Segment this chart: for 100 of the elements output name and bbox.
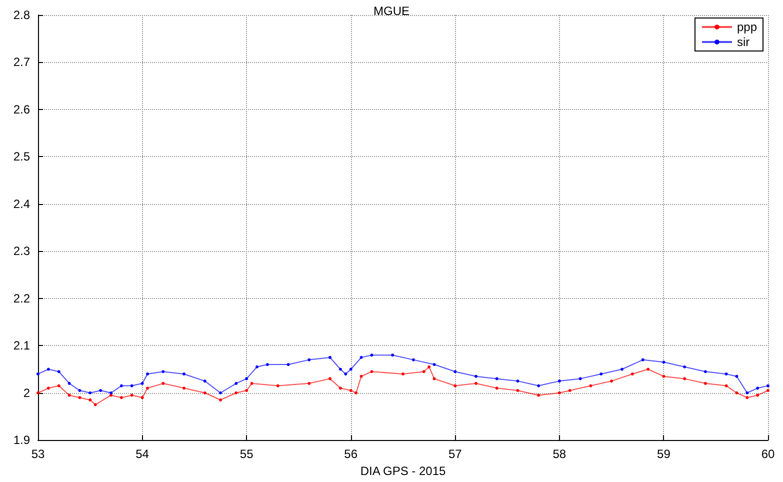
point <box>146 386 149 390</box>
point <box>140 382 144 385</box>
y-tick-label: 2.4 <box>13 196 30 211</box>
point <box>78 396 82 400</box>
point <box>370 354 374 357</box>
point <box>162 382 165 385</box>
x-tick-label: 59 <box>657 447 671 462</box>
point <box>266 363 269 366</box>
point <box>68 382 71 385</box>
point <box>349 389 352 392</box>
point <box>589 384 592 388</box>
point <box>36 372 40 376</box>
point <box>140 396 144 400</box>
point <box>99 389 102 392</box>
chart-title: MGUE <box>374 4 410 18</box>
point <box>391 354 394 357</box>
y-tick-label: 2.5 <box>13 150 30 164</box>
y-tick-label: 2.6 <box>13 102 30 116</box>
point <box>683 365 686 368</box>
x-tick-label: 58 <box>552 447 566 462</box>
point <box>432 363 436 366</box>
y-tick-label: 2.2 <box>13 291 30 306</box>
point <box>120 384 123 388</box>
line-series <box>36 354 770 394</box>
point <box>704 370 707 374</box>
point <box>256 365 258 368</box>
point <box>110 391 112 394</box>
point <box>219 391 222 394</box>
point <box>338 386 342 390</box>
point <box>57 370 60 374</box>
point <box>328 356 332 359</box>
y-tick-label: 1.9 <box>13 433 30 448</box>
point <box>558 380 561 383</box>
point <box>537 394 540 397</box>
x-tick-label: 57 <box>448 447 462 462</box>
legend-label: sir <box>736 35 750 49</box>
point <box>360 356 363 359</box>
point <box>245 377 248 380</box>
x-tick-label: 60 <box>761 447 775 462</box>
point <box>495 386 498 390</box>
point <box>630 372 634 376</box>
point <box>620 368 624 371</box>
point <box>182 372 186 376</box>
point <box>495 377 498 380</box>
x-tick-label: 54 <box>136 447 150 462</box>
point <box>203 380 206 383</box>
point <box>683 377 686 380</box>
point <box>88 398 92 402</box>
point <box>746 396 749 400</box>
point <box>610 380 614 383</box>
y-tick-label: 2.1 <box>13 338 30 353</box>
point <box>234 391 238 394</box>
point <box>46 368 50 371</box>
point <box>162 370 165 374</box>
point <box>182 386 186 390</box>
x-tick-label: 55 <box>240 447 254 462</box>
point <box>250 382 254 385</box>
point <box>146 372 149 376</box>
point <box>360 374 363 378</box>
point <box>735 391 738 394</box>
point <box>454 370 457 374</box>
y-tick-label: 2.8 <box>13 8 30 22</box>
point <box>756 394 760 397</box>
point <box>344 372 348 376</box>
line-series <box>36 365 770 406</box>
point <box>474 382 478 385</box>
point <box>422 370 426 374</box>
point <box>234 382 238 385</box>
point <box>328 377 332 380</box>
point <box>724 384 728 388</box>
point <box>766 389 770 392</box>
point <box>662 360 666 364</box>
point <box>36 391 40 394</box>
point <box>735 374 738 378</box>
y-tick-label: 2.3 <box>13 244 30 258</box>
point <box>354 391 358 394</box>
point <box>338 368 342 371</box>
x-tick-label: 53 <box>31 447 45 462</box>
point <box>88 391 92 394</box>
point <box>558 391 561 394</box>
point <box>402 372 404 376</box>
point <box>646 368 650 371</box>
point <box>203 391 206 394</box>
point <box>120 396 123 400</box>
point <box>219 398 222 402</box>
point <box>370 370 374 374</box>
point <box>474 374 478 378</box>
point <box>245 389 248 392</box>
point <box>578 377 582 380</box>
point <box>568 389 572 392</box>
y-tick-label: 2.7 <box>13 55 30 70</box>
point <box>78 389 82 392</box>
point <box>600 372 603 376</box>
point <box>308 358 311 362</box>
point <box>516 380 520 383</box>
point <box>516 389 520 392</box>
point <box>537 384 540 388</box>
y-tick-label: 2 <box>23 386 30 400</box>
point <box>412 358 415 362</box>
point <box>46 386 50 390</box>
